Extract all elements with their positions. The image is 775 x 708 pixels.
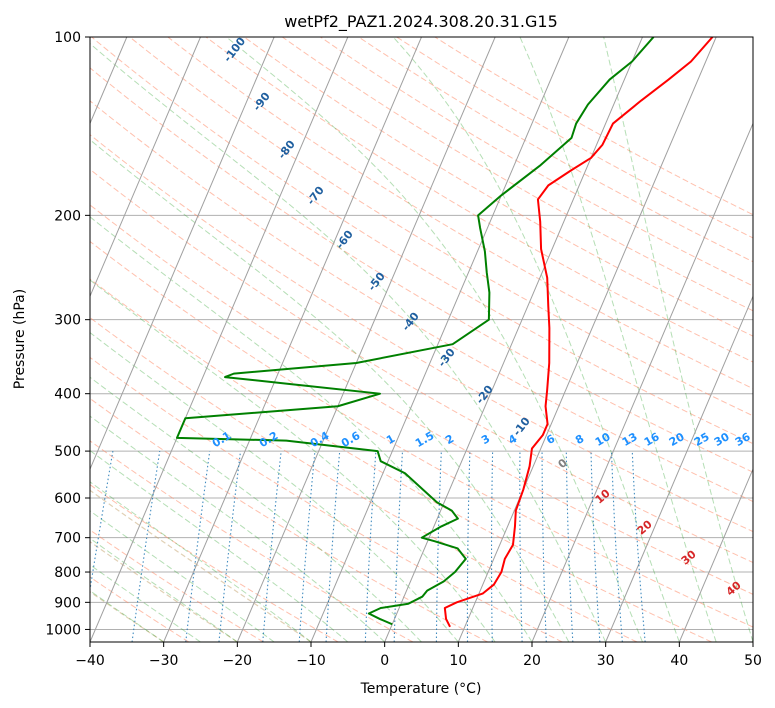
x-tick-label: 20 <box>523 653 541 669</box>
mixing-ratio-line <box>131 451 161 642</box>
x-tick-label: 40 <box>670 653 688 669</box>
y-tick-label: 700 <box>54 531 81 547</box>
isotherm <box>90 37 349 642</box>
temperature-profile <box>443 37 714 628</box>
y-tick-label: 100 <box>54 30 81 46</box>
moist-adiabat <box>603 37 753 642</box>
plot-frame <box>89 36 754 643</box>
moist-adiabat <box>90 449 349 642</box>
moist-adiabat <box>90 537 238 642</box>
isotherm <box>457 37 717 642</box>
moist-adiabat <box>90 216 533 642</box>
mixing-ratio-line <box>90 451 114 594</box>
y-axis-title: Pressure (hPa) <box>12 289 28 389</box>
x-tick-label: 10 <box>449 653 467 669</box>
dewpoint-profile <box>175 37 655 626</box>
dry-adiabat <box>90 204 753 595</box>
moist-adiabat <box>90 331 459 642</box>
x-tick-label: 50 <box>744 653 762 669</box>
x-tick-label: −10 <box>296 653 326 669</box>
y-tick-label: 400 <box>54 387 81 403</box>
dry-adiabat <box>90 484 339 642</box>
theta-e-line <box>90 540 238 642</box>
dry-adiabat <box>90 576 190 642</box>
x-tick-label: 0 <box>380 653 389 669</box>
mixing-ratio-line <box>298 451 316 642</box>
moist-adiabat <box>90 376 422 642</box>
moist-adiabat <box>90 139 570 642</box>
isotherm <box>90 37 275 471</box>
dry-adiabat <box>90 168 753 564</box>
mixing-ratio-line <box>185 451 211 642</box>
dry-adiabat <box>129 37 753 417</box>
theta-e-line <box>90 489 312 642</box>
x-tick-label: −40 <box>75 653 105 669</box>
moist-adiabat <box>90 590 164 642</box>
x-axis-title: Temperature (°C) <box>360 681 482 697</box>
y-tick-label: 300 <box>54 313 81 329</box>
isotherm <box>236 37 496 642</box>
y-tick-label: 600 <box>54 491 81 507</box>
mixing-ratio-line <box>262 451 282 642</box>
isotherm <box>605 295 753 642</box>
moist-adiabat <box>90 279 496 642</box>
moist-adiabat <box>392 37 680 642</box>
dry-adiabat <box>90 240 753 628</box>
moist-adiabat <box>90 415 386 642</box>
x-tick-label: −30 <box>149 653 179 669</box>
moist-adiabat <box>519 37 717 642</box>
dry-adiabat <box>90 134 753 533</box>
mixing-ratio-line <box>218 451 242 642</box>
x-tick-label: −20 <box>223 653 253 669</box>
y-tick-label: 200 <box>54 208 81 224</box>
chart-title: wetPf2_PAZ1.2024.308.20.31.G15 <box>284 12 558 32</box>
isotherm <box>384 37 643 642</box>
y-tick-label: 900 <box>54 595 81 611</box>
theta-e-line <box>90 591 165 642</box>
y-tick-label: 800 <box>54 565 81 581</box>
dry-adiabat <box>90 67 753 473</box>
moist-adiabat <box>226 37 643 642</box>
y-tick-label: 500 <box>54 444 81 460</box>
moist-adiabat <box>90 564 201 642</box>
isotherm <box>90 37 201 298</box>
isotherm <box>678 467 753 642</box>
dry-adiabat <box>90 356 563 642</box>
dry-adiabat <box>90 397 488 642</box>
dry-adiabat <box>90 317 638 642</box>
y-tick-label: 1000 <box>45 622 81 638</box>
isotherm <box>310 37 570 642</box>
moist-adiabat <box>90 42 607 642</box>
axes: −40 −30 −20 −10 0 10 20 30 40 50 100 200 300 400 500 60… <box>45 30 762 669</box>
plot-area <box>90 37 753 642</box>
dry-adiabat <box>205 37 753 363</box>
isotherm <box>531 122 753 642</box>
moist-adiabat <box>90 481 312 642</box>
dry-adiabat <box>281 37 753 312</box>
isotherm <box>163 37 422 642</box>
x-tick-label: 30 <box>597 653 615 669</box>
